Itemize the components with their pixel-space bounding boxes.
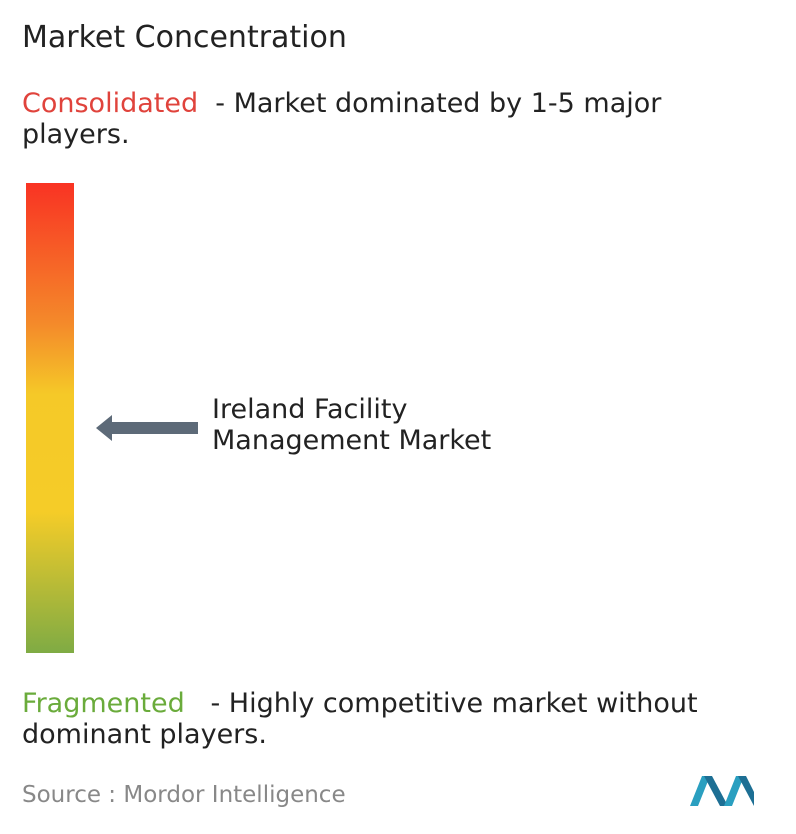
logo-part — [738, 776, 754, 806]
arrow-shape — [96, 415, 198, 441]
arrow — [96, 415, 198, 441]
fragmented-text: Fragmented - Highly competitive market w… — [22, 688, 792, 750]
title: Market Concentration — [22, 20, 347, 55]
consolidated-text: Consolidated - Market dominated by 1-5 m… — [22, 88, 762, 150]
logo-part — [704, 776, 728, 806]
logo-part — [724, 776, 744, 806]
fragmented-label: Fragmented — [22, 688, 185, 719]
source-name: Mordor Intelligence — [123, 782, 346, 808]
concentration-bar — [26, 183, 74, 653]
source: Source : Mordor Intelligence — [22, 782, 346, 808]
consolidated-description: - Market dominated by 1-5 major players. — [22, 88, 662, 150]
source-label: Source : — [22, 782, 117, 808]
logo-part — [690, 776, 710, 806]
fragmented-description: - Highly competitive market without domi… — [22, 688, 698, 750]
logo — [690, 776, 754, 806]
consolidated-label: Consolidated — [22, 88, 199, 119]
pointer-label: Ireland Facility Management Market — [212, 394, 492, 456]
